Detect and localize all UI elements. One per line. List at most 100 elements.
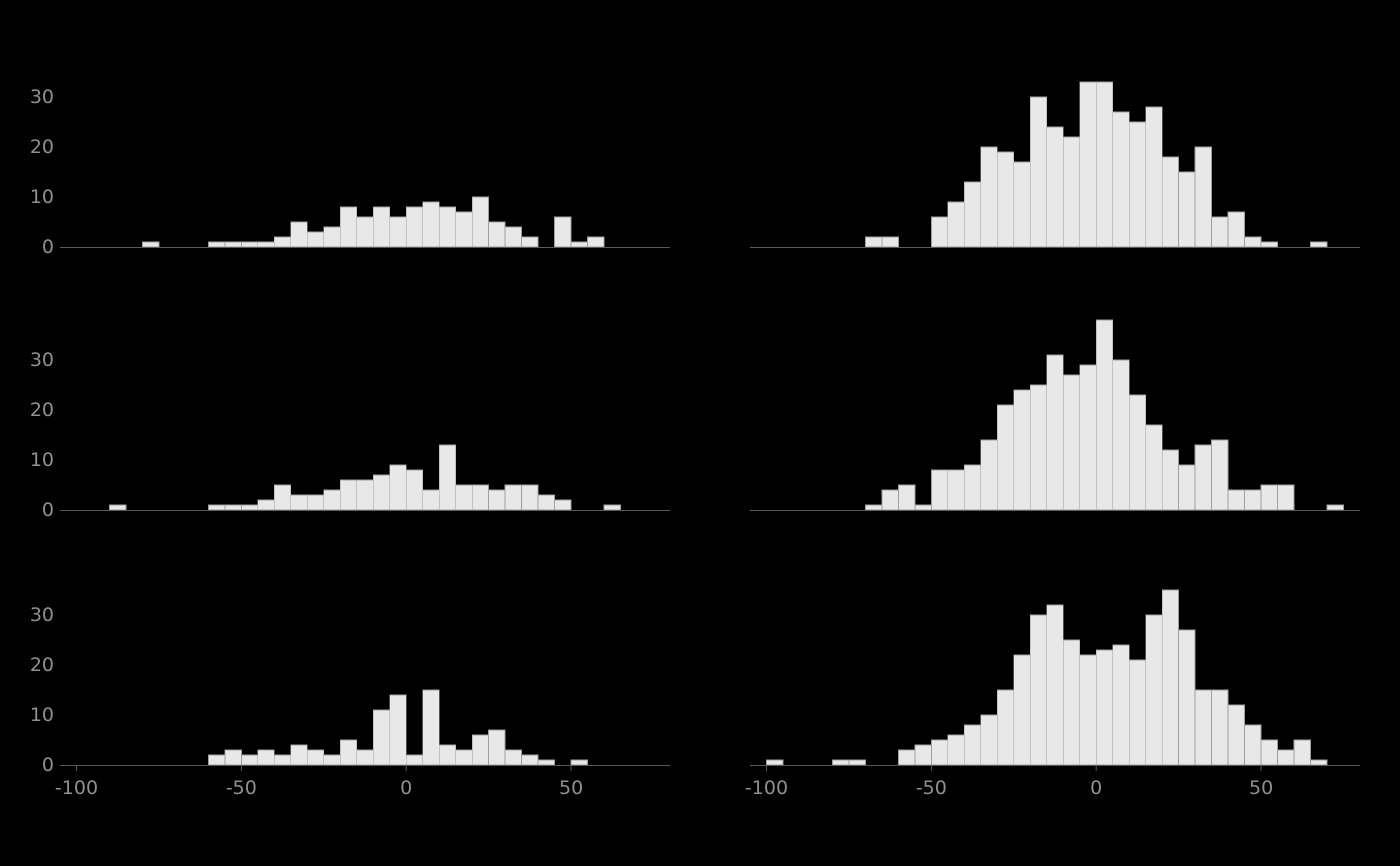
histogram-bar (881, 489, 899, 511)
x-tick-label: -50 (915, 777, 947, 799)
histogram-bar (207, 754, 226, 766)
histogram-bar (1310, 759, 1328, 766)
x-tick-label: -100 (54, 777, 99, 799)
y-tick-label: 20 (29, 136, 54, 158)
histogram-bar (372, 206, 391, 248)
histogram-bar (207, 504, 226, 511)
y-tick-label: 10 (29, 449, 54, 471)
histogram-bar (438, 744, 457, 766)
y-tick-label: 30 (29, 86, 54, 108)
histogram-bar (504, 484, 523, 511)
histogram-bar (1194, 444, 1213, 511)
histogram-bar (356, 749, 374, 766)
histogram-bar (240, 241, 259, 248)
histogram-bar (930, 216, 949, 248)
histogram-bar (521, 484, 539, 511)
histogram-bar (1145, 614, 1163, 766)
histogram-bar (1277, 484, 1295, 511)
y-tick-label: 30 (29, 604, 54, 626)
histogram-bar (372, 709, 391, 766)
histogram-bar (306, 231, 325, 248)
histogram-bar (1062, 136, 1081, 248)
histogram-bar (1079, 364, 1097, 511)
histogram-bar (1227, 704, 1245, 766)
histogram-bar (224, 749, 242, 766)
y-tick-label: 20 (29, 654, 54, 676)
histogram-bar (832, 759, 850, 766)
histogram-bar (914, 744, 932, 766)
histogram-bar (996, 689, 1015, 766)
histogram-bar (224, 241, 242, 248)
histogram-bar (240, 504, 259, 511)
histogram-bar (766, 759, 784, 766)
histogram-bar (273, 754, 292, 766)
histogram-bar (257, 241, 275, 248)
histogram-bar (1128, 121, 1147, 248)
histogram-bar (109, 504, 127, 511)
histogram-bar (273, 484, 292, 511)
histogram-bar (356, 216, 374, 248)
histogram-bar (1178, 464, 1196, 511)
histogram-bar (865, 504, 883, 511)
histogram-bar (438, 206, 457, 248)
histogram-bar (1310, 241, 1328, 248)
histogram-bar (405, 469, 424, 511)
histogram-bar (1227, 489, 1245, 511)
histogram-bar (1013, 654, 1031, 766)
x-tick-label: 50 (1248, 777, 1274, 799)
histogram-bar (1145, 424, 1163, 511)
histogram-bar (1046, 354, 1064, 511)
histogram-bar (488, 489, 506, 511)
histogram-bar (422, 489, 440, 511)
histogram-bar (980, 146, 998, 248)
histogram-bar (930, 469, 949, 511)
histogram-bar (1128, 659, 1147, 766)
histogram-bar (947, 201, 965, 248)
histogram-bar (273, 236, 292, 248)
histogram-bar (1326, 504, 1344, 511)
histogram-bar (897, 749, 916, 766)
histogram-bar (1277, 749, 1295, 766)
histogram-bar (142, 241, 160, 248)
histogram-bar (323, 754, 341, 766)
histogram-bar (980, 439, 998, 511)
histogram-bar (455, 211, 473, 248)
x-tick-label: 50 (558, 777, 584, 799)
histogram-bar (1194, 146, 1213, 248)
histogram-bar (881, 236, 899, 248)
histogram-bar (897, 484, 916, 511)
x-tick-label: -100 (744, 777, 789, 799)
histogram-bar (1128, 394, 1147, 511)
histogram-panel-r1c1 (60, 196, 670, 248)
histogram-panel-r1c2 (750, 81, 1360, 248)
histogram-bar (1062, 639, 1081, 766)
histogram-bar (1029, 384, 1048, 511)
histogram-bar (554, 216, 572, 248)
histogram-bar (356, 479, 374, 511)
histogram-bar (504, 226, 523, 248)
y-tick-label: 10 (29, 704, 54, 726)
histogram-bar (1178, 171, 1196, 248)
histogram-bar (224, 504, 242, 511)
x-tick-label: -50 (225, 777, 257, 799)
histogram-bar (1112, 359, 1130, 511)
histogram-bar (930, 739, 949, 766)
histogram-bar (290, 744, 308, 766)
histogram-bar (306, 494, 325, 511)
x-tick-label: 0 (400, 777, 413, 799)
histogram-bar (1161, 449, 1180, 511)
histogram-bar (471, 196, 490, 248)
histogram-bar (1046, 126, 1064, 248)
histogram-bar (488, 221, 506, 248)
histogram-bar (1293, 739, 1311, 766)
histogram-bar (1244, 724, 1262, 766)
histogram-bar (207, 241, 226, 248)
histogram-bar (339, 479, 358, 511)
histogram-bar (537, 759, 555, 766)
histogram-bar (471, 484, 490, 511)
histogram-bar (389, 464, 407, 511)
y-tick-label: 0 (41, 499, 54, 521)
histogram-bar (570, 759, 588, 766)
histogram-panel-r2c2 (750, 319, 1360, 511)
